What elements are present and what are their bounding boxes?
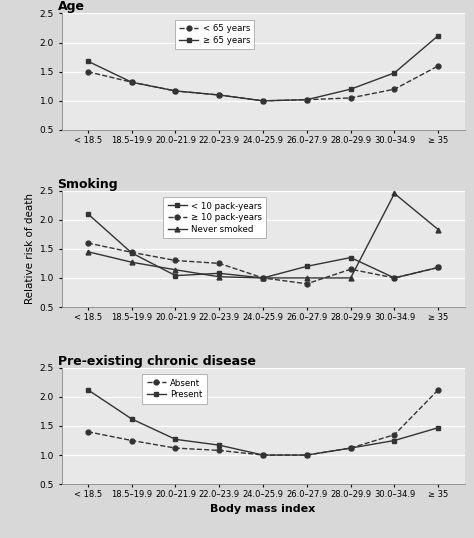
Present (129, 416, 135, 422)
Absent (348, 445, 354, 451)
< 10 pack-years (129, 250, 135, 256)
≥ 65 years (392, 69, 397, 76)
Never smoked (260, 275, 266, 281)
< 65 years (260, 97, 266, 104)
Line: ≥ 10 pack-years: ≥ 10 pack-years (85, 240, 441, 286)
Absent (173, 445, 178, 451)
Present (348, 445, 354, 451)
Present (436, 424, 441, 431)
Line: Present: Present (85, 387, 441, 457)
≥ 65 years (304, 96, 310, 103)
Never smoked (436, 226, 441, 233)
≥ 10 pack-years (260, 275, 266, 281)
X-axis label: Body mass index: Body mass index (210, 504, 316, 514)
Text: Smoking: Smoking (58, 178, 118, 190)
< 65 years (173, 88, 178, 94)
< 10 pack-years (217, 270, 222, 277)
Y-axis label: Relative risk of death: Relative risk of death (26, 193, 36, 305)
< 10 pack-years (348, 254, 354, 261)
Absent (129, 437, 135, 444)
≥ 65 years (129, 79, 135, 86)
< 10 pack-years (392, 275, 397, 281)
Line: < 65 years: < 65 years (85, 63, 441, 103)
Absent (85, 429, 91, 435)
Line: ≥ 65 years: ≥ 65 years (85, 33, 441, 103)
< 65 years (348, 95, 354, 101)
Legend: < 65 years, ≥ 65 years: < 65 years, ≥ 65 years (175, 20, 255, 49)
Present (392, 437, 397, 444)
≥ 65 years (436, 32, 441, 39)
Absent (304, 452, 310, 458)
Present (260, 452, 266, 458)
≥ 10 pack-years (304, 280, 310, 287)
≥ 10 pack-years (436, 264, 441, 271)
≥ 65 years (217, 92, 222, 98)
Present (85, 387, 91, 393)
Text: Pre-existing chronic disease: Pre-existing chronic disease (58, 355, 255, 367)
≥ 10 pack-years (348, 266, 354, 272)
Absent (260, 452, 266, 458)
≥ 10 pack-years (217, 260, 222, 267)
< 10 pack-years (173, 272, 178, 279)
< 65 years (304, 96, 310, 103)
Never smoked (85, 249, 91, 255)
≥ 65 years (173, 88, 178, 94)
Never smoked (348, 275, 354, 281)
Never smoked (217, 273, 222, 280)
< 65 years (217, 92, 222, 98)
Text: Age: Age (58, 1, 84, 13)
≥ 10 pack-years (173, 257, 178, 264)
≥ 65 years (260, 97, 266, 104)
< 65 years (85, 68, 91, 75)
≥ 65 years (85, 58, 91, 65)
Legend: Absent, Present: Absent, Present (142, 374, 207, 404)
Line: < 10 pack-years: < 10 pack-years (85, 211, 441, 280)
Absent (217, 447, 222, 454)
< 65 years (129, 79, 135, 86)
Absent (392, 431, 397, 438)
Never smoked (304, 275, 310, 281)
≥ 10 pack-years (129, 249, 135, 256)
≥ 10 pack-years (85, 240, 91, 246)
Line: Never smoked: Never smoked (85, 191, 441, 280)
Legend: < 10 pack-years, ≥ 10 pack-years, Never smoked: < 10 pack-years, ≥ 10 pack-years, Never … (163, 197, 266, 238)
Present (304, 452, 310, 458)
< 10 pack-years (304, 263, 310, 270)
Line: Absent: Absent (85, 387, 441, 457)
< 10 pack-years (436, 264, 441, 271)
≥ 65 years (348, 86, 354, 93)
< 10 pack-years (260, 275, 266, 281)
< 65 years (392, 86, 397, 93)
≥ 10 pack-years (392, 275, 397, 281)
< 65 years (436, 62, 441, 69)
< 10 pack-years (85, 211, 91, 217)
Never smoked (129, 259, 135, 265)
Present (217, 442, 222, 448)
Absent (436, 387, 441, 393)
Present (173, 436, 178, 443)
Never smoked (392, 190, 397, 197)
Never smoked (173, 266, 178, 273)
